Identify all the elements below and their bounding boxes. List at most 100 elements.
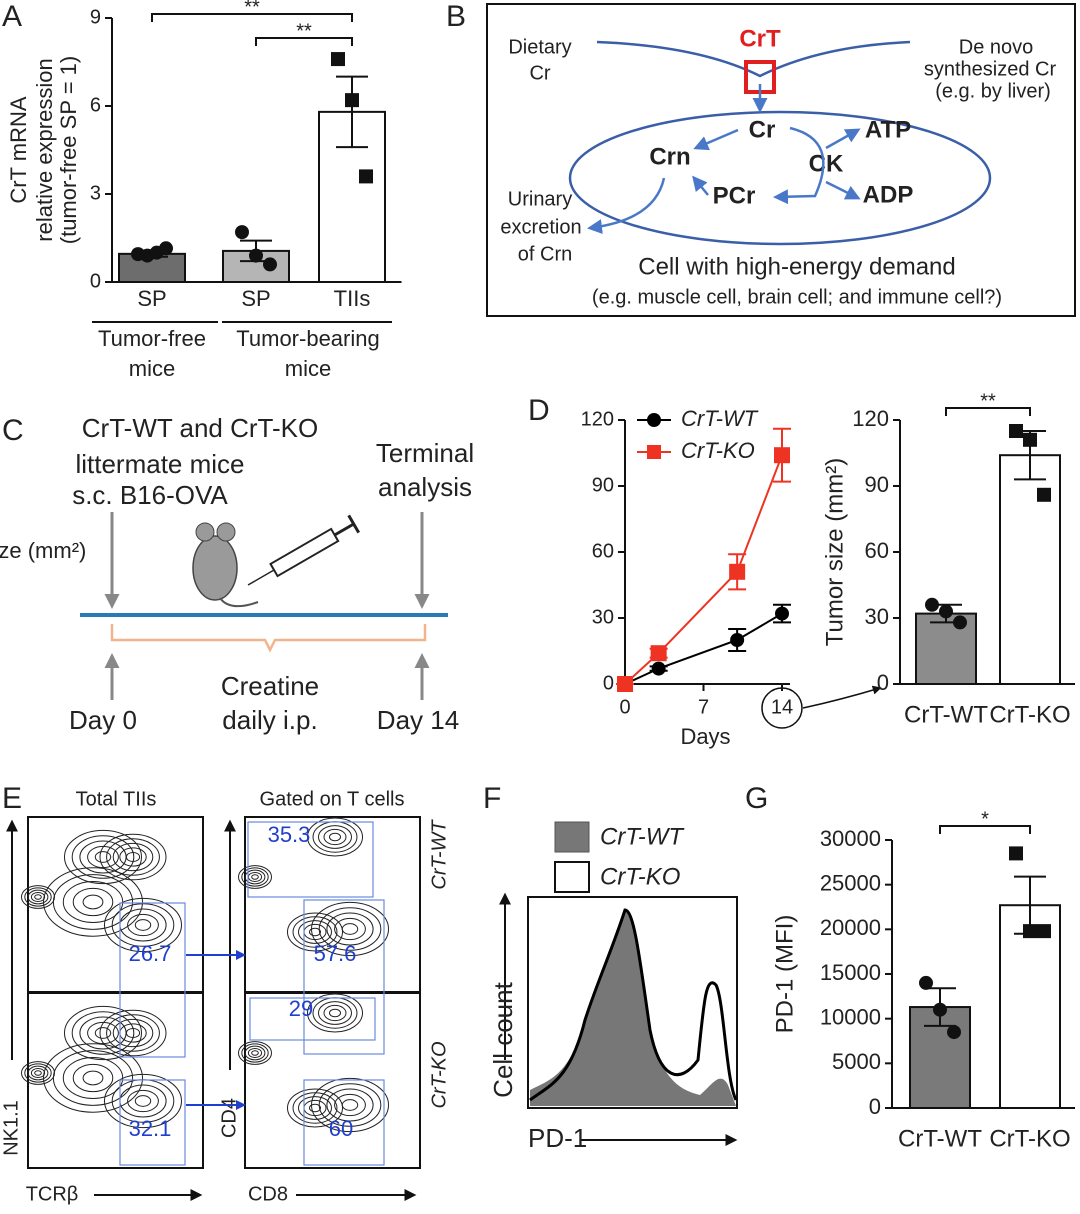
y-axis-label: Tumor size (mm²) — [0, 538, 86, 563]
significance-bracket — [151, 13, 353, 22]
input-label: Dietary — [508, 36, 571, 58]
contour — [27, 889, 49, 905]
bracket — [110, 624, 427, 653]
contour — [99, 1009, 167, 1057]
arrow — [825, 180, 861, 200]
x-tick-label: CrT-WT — [898, 1125, 982, 1152]
contour — [43, 1043, 143, 1113]
panel-label: G — [745, 782, 768, 815]
contour — [251, 1050, 259, 1056]
y-tick-label: 5000 — [832, 1049, 881, 1074]
contour — [82, 1070, 104, 1086]
contour — [64, 829, 142, 885]
contour — [34, 1070, 42, 1076]
input-label: Cr — [529, 62, 550, 84]
contour — [298, 1096, 332, 1120]
data-point — [947, 1025, 961, 1040]
contour — [329, 832, 341, 842]
contour — [62, 1056, 124, 1100]
data-point — [925, 597, 939, 612]
y-tick-label: 90 — [865, 472, 889, 497]
data-point — [774, 447, 790, 464]
contour — [238, 1041, 272, 1065]
schematic-text: Terminal — [376, 438, 474, 468]
node: PCr — [713, 182, 756, 209]
x-tick-label: SP — [241, 286, 270, 311]
data-point — [1009, 846, 1023, 861]
significance-label: ** — [296, 20, 312, 42]
contour — [27, 1065, 49, 1081]
plot-frame — [27, 816, 204, 993]
data-point — [345, 93, 359, 108]
axis-label: NK1.1 — [0, 1100, 22, 1156]
legend-swatch — [554, 821, 590, 853]
gate-value: 26.7 — [129, 941, 172, 966]
contour — [323, 828, 347, 846]
node: ATP — [865, 116, 911, 143]
arrow — [802, 685, 882, 709]
contour — [318, 825, 352, 849]
x-tick-label: CrT-KO — [989, 1125, 1070, 1152]
y-tick-label: 0 — [603, 672, 614, 694]
y-axis-label: PD-1 (MFI) — [771, 915, 798, 1034]
contour — [82, 894, 104, 910]
y-tick-label: 0 — [90, 270, 101, 292]
legend-label: CrT-WT — [681, 406, 759, 431]
y-tick-label: 10000 — [820, 1004, 881, 1029]
contour — [127, 1089, 159, 1113]
contour — [30, 1067, 46, 1079]
y-axis-label: relative expression — [32, 58, 57, 241]
data-point — [939, 604, 953, 619]
contour — [21, 1061, 55, 1085]
data-point — [933, 1002, 947, 1017]
significance-bracket — [255, 37, 353, 46]
contour — [119, 847, 147, 867]
y-tick-label: 60 — [865, 538, 889, 563]
histogram-ko — [529, 908, 738, 1102]
contour — [111, 903, 175, 947]
cell-membrane — [568, 110, 992, 246]
y-axis-label: CrT mRNA — [6, 96, 31, 203]
y-tick-label: 20000 — [820, 915, 881, 940]
cell-note: (e.g. muscle cell, brain cell; and immun… — [592, 286, 1002, 308]
uptake-curve — [596, 40, 911, 78]
axis-label: CD4 — [218, 1098, 240, 1138]
contour — [318, 1001, 352, 1025]
contour — [64, 1005, 142, 1061]
transporter-label: CrT — [739, 25, 781, 52]
schematic-text: s.c. B16-OVA — [72, 480, 228, 510]
panel-label: B — [446, 0, 466, 33]
y-tick-label: 9 — [90, 6, 101, 28]
gate-value: 29 — [289, 996, 313, 1021]
contour — [104, 1073, 182, 1129]
data-point — [1037, 487, 1051, 502]
contour — [106, 1014, 160, 1052]
panel-f: CrT-WT CrT-KO Cell count PD-1 — [488, 821, 738, 1153]
contour — [72, 1063, 114, 1093]
schematic-text: analysis — [378, 472, 472, 502]
contour — [134, 919, 152, 931]
contour — [24, 1063, 52, 1083]
contour — [251, 874, 259, 880]
group-label: Tumor-free — [98, 326, 206, 351]
contour — [94, 1027, 112, 1039]
group-label: mice — [129, 356, 175, 381]
x-axis-label: Days — [680, 724, 730, 749]
arrow — [825, 128, 861, 150]
data-point — [1023, 432, 1037, 447]
contour — [125, 851, 141, 863]
frame — [486, 3, 1076, 317]
schematic-text: Creatine — [221, 671, 319, 701]
y-tick-label: 30 — [592, 606, 614, 628]
group-label: mice — [285, 356, 331, 381]
row-label: CrT-WT — [428, 819, 450, 890]
contour — [292, 916, 338, 948]
plot-frame — [244, 816, 421, 993]
frame — [527, 896, 738, 1109]
y-tick-label: 90 — [592, 474, 614, 496]
x-tick-label: 7 — [698, 696, 709, 718]
y-tick-label: 15000 — [820, 960, 881, 985]
y-tick-label: 30000 — [820, 826, 881, 851]
contour — [112, 842, 154, 872]
